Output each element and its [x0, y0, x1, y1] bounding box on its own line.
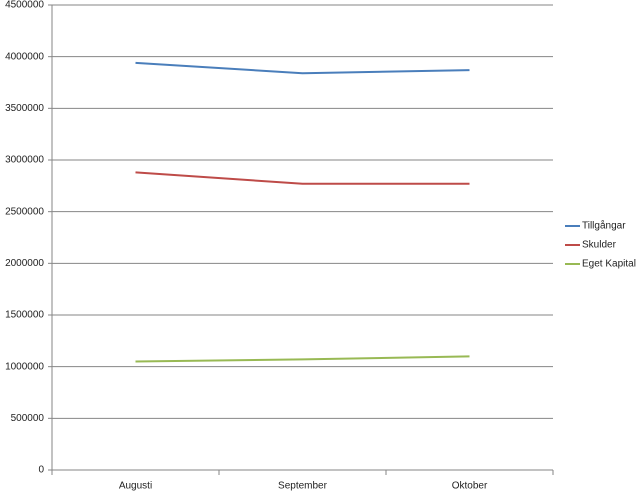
y-tick-label: 0	[38, 465, 44, 476]
legend-label: Skulder	[582, 240, 617, 251]
series-line	[135, 171, 470, 185]
legend-label: Eget Kapital	[582, 259, 636, 270]
series-line	[135, 61, 470, 75]
legend-label: Tillgångar	[582, 220, 626, 232]
x-tick-label: September	[278, 481, 328, 492]
y-tick-label: 1000000	[5, 361, 44, 372]
y-tick-label: 2000000	[5, 258, 44, 269]
y-tick-label: 3000000	[5, 155, 44, 166]
y-tick-label: 2500000	[5, 206, 44, 217]
y-tick-label: 1500000	[5, 310, 44, 321]
y-tick-label: 4000000	[5, 51, 44, 62]
y-tick-label: 3500000	[5, 103, 44, 114]
y-tick-label: 500000	[11, 413, 45, 424]
y-tick-label: 4500000	[5, 0, 44, 11]
series-line	[135, 355, 470, 363]
x-tick-label: Oktober	[452, 481, 488, 492]
x-tick-label: Augusti	[119, 481, 152, 492]
